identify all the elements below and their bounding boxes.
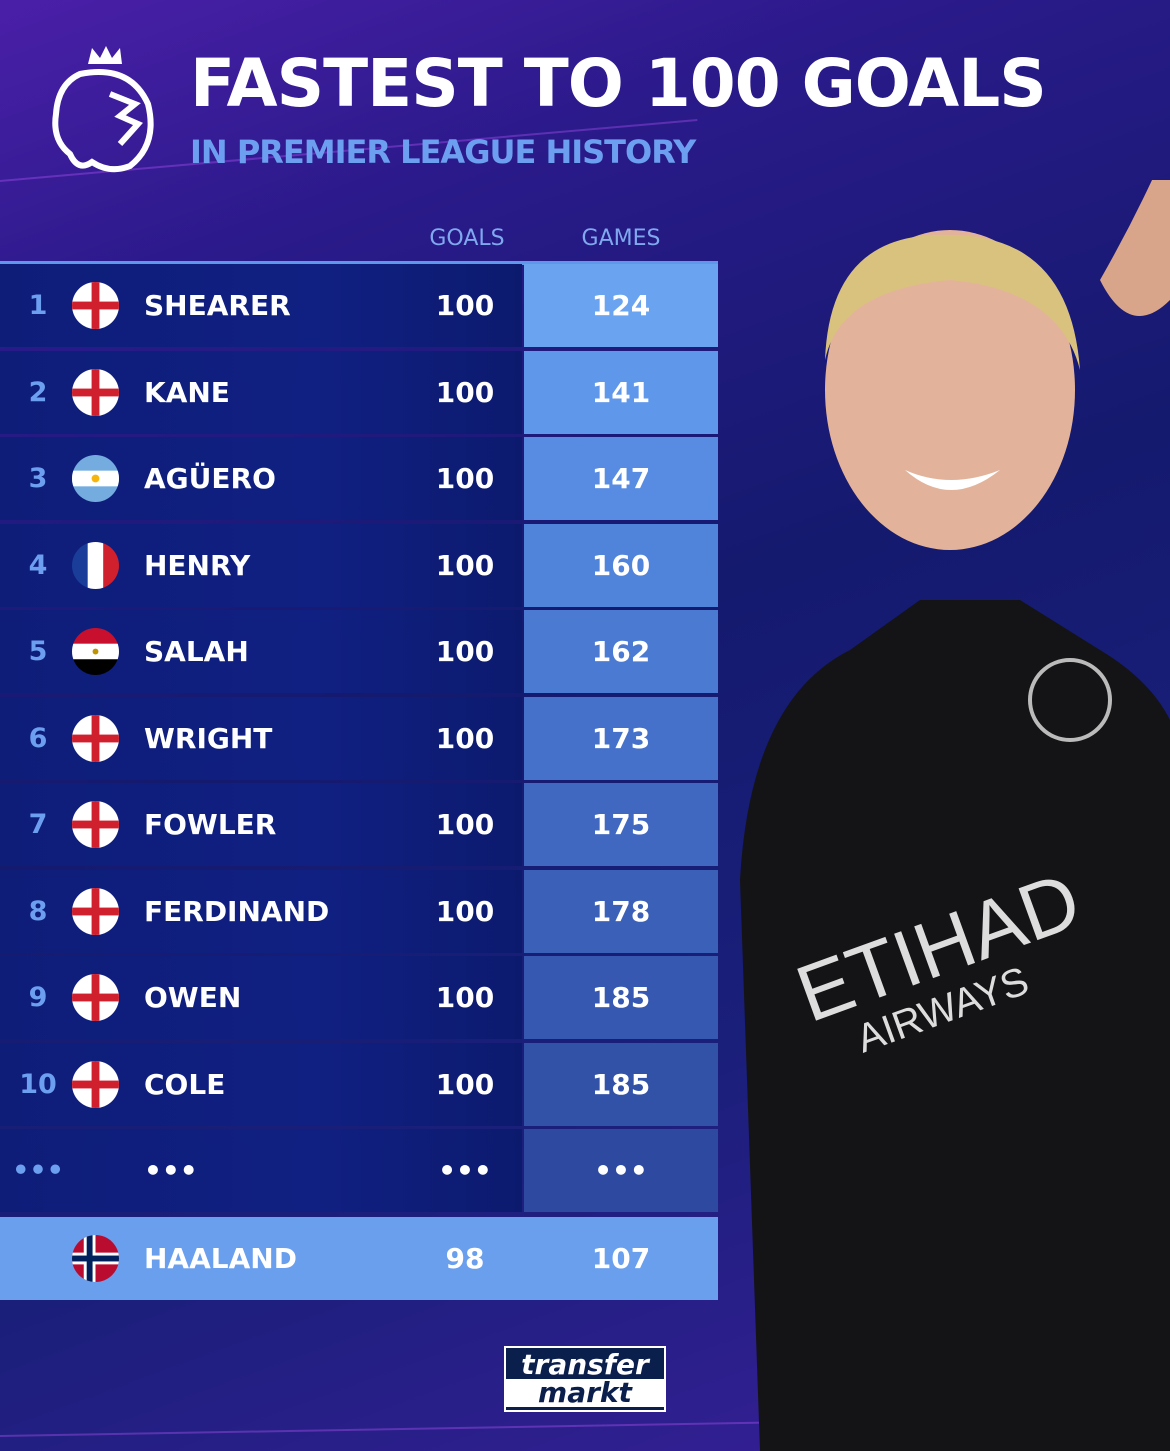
table-row: ••• ••• ••• ••• xyxy=(0,1129,718,1212)
games-value: 173 xyxy=(524,696,718,780)
egypt-flag-icon xyxy=(72,628,119,675)
england-flag-icon xyxy=(72,974,119,1021)
goals-value: 100 xyxy=(435,1067,495,1101)
table-row: 124 1 SHEARER 100 xyxy=(0,264,718,347)
goals-value: 100 xyxy=(435,548,495,582)
goals-value: ••• xyxy=(438,1154,492,1187)
table-row: 162 5 SALAH 100 xyxy=(0,610,718,693)
table-row: 141 2 KANE 100 xyxy=(0,350,718,434)
games-value: 107 xyxy=(524,1217,718,1300)
table-top-border xyxy=(0,261,718,265)
games-value: 141 xyxy=(524,350,718,434)
goals-value: 100 xyxy=(435,289,495,322)
player-name: HAALAND xyxy=(144,1242,297,1275)
table-row: 178 8 FERDINAND 100 xyxy=(0,869,718,953)
france-flag-icon xyxy=(72,541,119,589)
england-flag-icon xyxy=(72,714,119,762)
player-name: AGÜERO xyxy=(144,462,276,495)
rank: 9 xyxy=(28,982,48,1013)
games-value: 175 xyxy=(524,783,718,866)
goals-value: 100 xyxy=(435,808,495,841)
page-subtitle: IN PREMIER LEAGUE HISTORY xyxy=(190,133,696,171)
column-header-games: GAMES xyxy=(581,226,661,251)
player-name: ••• xyxy=(144,1154,198,1187)
player-name: WRIGHT xyxy=(144,721,273,755)
goals-value: 100 xyxy=(435,894,495,928)
goals-value: 100 xyxy=(435,635,495,668)
table-row: 160 4 HENRY 100 xyxy=(0,523,718,607)
games-value: 162 xyxy=(524,610,718,693)
page-title: FASTEST TO 100 GOALS xyxy=(190,45,1047,122)
rank: 2 xyxy=(28,376,48,408)
player-name: OWEN xyxy=(144,981,242,1014)
games-value: 185 xyxy=(524,956,718,1039)
england-flag-icon xyxy=(72,1060,119,1108)
rank: 10 xyxy=(19,1068,57,1100)
table-row: 185 10 COLE 100 xyxy=(0,1042,718,1126)
brand-bottom: markt xyxy=(506,1379,664,1407)
player-name: SALAH xyxy=(144,635,249,668)
goals-value: 100 xyxy=(435,375,495,409)
transfermarkt-logo: transfer markt xyxy=(504,1346,666,1412)
rank: 6 xyxy=(28,722,48,754)
england-flag-icon xyxy=(72,801,119,848)
england-flag-icon xyxy=(72,887,119,935)
player-name: FERDINAND xyxy=(144,894,330,928)
rank: 5 xyxy=(28,636,48,667)
player-name: FOWLER xyxy=(144,808,277,841)
table-row: 175 7 FOWLER 100 xyxy=(0,783,718,866)
games-value: 160 xyxy=(524,523,718,607)
games-value: 185 xyxy=(524,1042,718,1126)
table-row: 147 3 AGÜERO 100 xyxy=(0,437,718,520)
table-row: 185 9 OWEN 100 xyxy=(0,956,718,1039)
premier-league-logo xyxy=(52,46,154,173)
player-photo: ETIHAD AIRWAYS xyxy=(740,180,1170,1451)
games-value: 147 xyxy=(524,437,718,520)
brand-top: transfer xyxy=(521,1348,649,1381)
games-value: 124 xyxy=(524,264,718,347)
goals-value: 98 xyxy=(445,1242,485,1275)
rank: 4 xyxy=(28,549,48,581)
column-header-goals: GOALS xyxy=(429,226,505,251)
row-background xyxy=(0,1129,522,1212)
england-flag-icon xyxy=(72,282,119,329)
norway-flag-icon xyxy=(72,1235,119,1282)
goals-value: 100 xyxy=(435,981,495,1014)
england-flag-icon xyxy=(72,368,119,416)
games-value: 178 xyxy=(524,869,718,953)
player-name: KANE xyxy=(144,375,230,409)
rank: 8 xyxy=(28,895,48,927)
player-name: HENRY xyxy=(144,548,251,582)
player-name: COLE xyxy=(144,1067,226,1101)
rank: 3 xyxy=(28,463,48,494)
player-name: SHEARER xyxy=(144,289,291,322)
games-value: ••• xyxy=(524,1129,718,1212)
table-row: 173 6 WRIGHT 100 xyxy=(0,696,718,780)
goals-value: 100 xyxy=(435,462,495,495)
rank: 7 xyxy=(28,809,48,840)
highlight-row-haaland: 107 HAALAND 98 xyxy=(0,1217,718,1300)
argentina-flag-icon xyxy=(72,455,119,502)
rank: 1 xyxy=(28,290,48,321)
goals-value: 100 xyxy=(435,721,495,755)
rank: ••• xyxy=(12,1155,64,1186)
